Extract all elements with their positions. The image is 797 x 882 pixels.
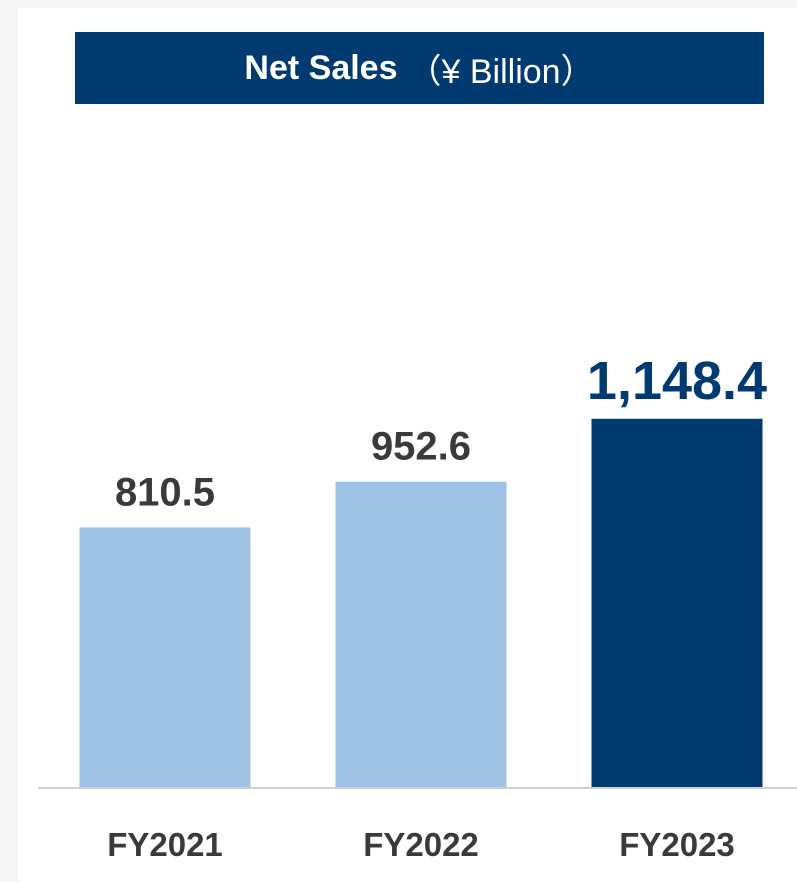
data-label-fy2021: 810.5 <box>115 470 215 514</box>
bar-fy2021 <box>79 527 251 788</box>
x-tick-label-fy2023: FY2023 <box>619 826 735 863</box>
data-label-fy2023: 1,148.4 <box>587 351 767 411</box>
bar-fy2023 <box>591 418 763 788</box>
chart-title: Net Sales <box>244 48 398 87</box>
chart-title-bar: Net Sales （¥ Billion） <box>75 32 764 104</box>
x-tick-label-fy2022: FY2022 <box>363 826 479 863</box>
bar-fy2022 <box>335 481 507 788</box>
chart-unit: （¥ Billion） <box>407 52 595 91</box>
data-label-fy2022: 952.6 <box>371 425 471 469</box>
x-tick-label-fy2021: FY2021 <box>107 826 223 863</box>
